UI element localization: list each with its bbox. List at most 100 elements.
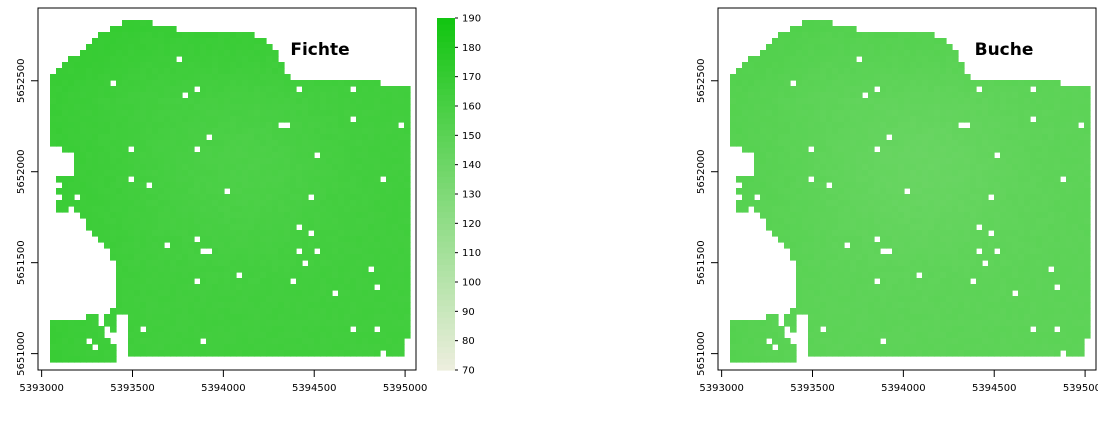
fichte-raster-cell	[260, 188, 267, 195]
buche-raster-cell	[898, 68, 905, 75]
fichte-raster-cell	[362, 278, 369, 285]
fichte-raster-cell	[128, 326, 135, 333]
buche-raster-cell	[892, 38, 899, 45]
fichte-raster-cell	[284, 290, 291, 297]
buche-raster-cell	[934, 260, 941, 267]
buche-raster-cell	[862, 224, 869, 231]
fichte-raster-cell	[74, 98, 81, 105]
buche-raster-cell	[802, 98, 809, 105]
buche-raster-cell	[1006, 110, 1013, 117]
fichte-raster-cell	[92, 134, 99, 141]
fichte-raster-cell	[86, 116, 93, 123]
fichte-raster-cell	[380, 308, 387, 315]
fichte-raster-cell	[182, 50, 189, 57]
buche-raster-cell	[868, 266, 875, 273]
fichte-raster-cell	[92, 200, 99, 207]
buche-raster-cell	[1000, 212, 1007, 219]
legend-color-step	[437, 135, 455, 142]
buche-raster-cell	[934, 206, 941, 213]
fichte-raster-cell	[86, 332, 93, 339]
fichte-raster-cell	[122, 122, 129, 129]
fichte-raster-cell	[242, 224, 249, 231]
buche-raster-cell	[754, 62, 761, 69]
buche-raster-cell	[1036, 182, 1043, 189]
buche-raster-cell	[916, 152, 923, 159]
fichte-raster-cell	[170, 308, 177, 315]
fichte-raster-cell	[374, 92, 381, 99]
fichte-raster-cell	[260, 284, 267, 291]
buche-raster-cell	[1000, 122, 1007, 129]
fichte-raster-cell	[110, 152, 117, 159]
legend-color-step	[437, 346, 455, 353]
buche-raster-cell	[820, 80, 827, 87]
buche-raster-cell	[772, 194, 779, 201]
fichte-raster-cell	[320, 104, 327, 111]
fichte-raster-cell	[290, 146, 297, 153]
fichte-raster-cell	[392, 260, 399, 267]
fichte-raster-cell	[110, 38, 117, 45]
fichte-raster-cell	[152, 170, 159, 177]
buche-raster-cell	[784, 68, 791, 75]
buche-raster-cell	[844, 188, 851, 195]
buche-raster-cell	[784, 218, 791, 225]
fichte-raster-cell	[284, 158, 291, 165]
buche-raster-cell	[742, 92, 749, 99]
fichte-raster-cell	[230, 152, 237, 159]
fichte-raster-cell	[236, 50, 243, 57]
fichte-raster-cell	[320, 116, 327, 123]
fichte-raster-cell	[230, 332, 237, 339]
fichte-raster-cell	[242, 152, 249, 159]
buche-raster-cell	[844, 266, 851, 273]
buche-raster-cell	[742, 122, 749, 129]
buche-raster-cell	[802, 38, 809, 45]
buche-raster-cell	[964, 248, 971, 255]
fichte-raster-cell	[332, 128, 339, 135]
fichte-raster-cell	[392, 314, 399, 321]
fichte-raster-cell	[56, 104, 63, 111]
fichte-raster-cell	[404, 332, 411, 339]
buche-raster-cell	[994, 212, 1001, 219]
fichte-raster-cell	[236, 266, 243, 273]
buche-raster-cell	[1030, 158, 1037, 165]
fichte-raster-cell	[404, 260, 411, 267]
buche-raster-cell	[862, 152, 869, 159]
fichte-raster-cell	[356, 164, 363, 171]
buche-raster-cell	[982, 86, 989, 93]
buche-raster-cell	[826, 86, 833, 93]
fichte-raster-cell	[248, 206, 255, 213]
fichte-raster-cell	[242, 230, 249, 237]
buche-raster-cell	[1084, 224, 1091, 231]
fichte-raster-cell	[266, 308, 273, 315]
buche-raster-cell	[910, 86, 917, 93]
fichte-raster-cell	[242, 290, 249, 297]
buche-raster-cell	[880, 224, 887, 231]
buche-raster-cell	[1018, 134, 1025, 141]
fichte-raster-cell	[104, 110, 111, 117]
fichte-raster-cell	[218, 218, 225, 225]
buche-raster-cell	[946, 146, 953, 153]
fichte-raster-cell	[224, 116, 231, 123]
buche-raster-cell	[916, 164, 923, 171]
buche-raster-cell	[754, 146, 761, 153]
fichte-raster-cell	[188, 332, 195, 339]
buche-raster-cell	[838, 50, 845, 57]
buche-raster-cell	[970, 188, 977, 195]
buche-raster-cell	[952, 254, 959, 261]
buche-raster-cell	[862, 38, 869, 45]
buche-raster-cell	[1048, 260, 1055, 267]
fichte-raster-cell	[158, 86, 165, 93]
fichte-raster-cell	[56, 116, 63, 123]
fichte-raster-cell	[398, 344, 405, 351]
fichte-raster-cell	[158, 302, 165, 309]
fichte-raster-cell	[266, 212, 273, 219]
fichte-raster-cell	[230, 206, 237, 213]
fichte-raster-cell	[326, 194, 333, 201]
buche-raster-cell	[922, 170, 929, 177]
buche-raster-cell	[964, 158, 971, 165]
fichte-raster-cell	[104, 344, 111, 351]
fichte-raster-cell	[344, 332, 351, 339]
fichte-raster-cell	[152, 128, 159, 135]
buche-raster-cell	[766, 152, 773, 159]
fichte-raster-cell	[92, 128, 99, 135]
fichte-raster-cell	[404, 206, 411, 213]
